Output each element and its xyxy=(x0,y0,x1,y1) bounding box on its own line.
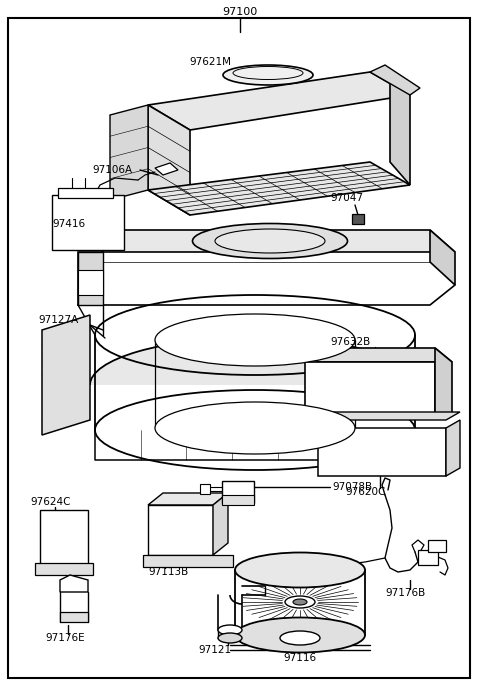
Text: 97106A: 97106A xyxy=(92,165,132,175)
Polygon shape xyxy=(446,420,460,476)
Polygon shape xyxy=(78,252,103,305)
Text: 97121: 97121 xyxy=(198,645,231,655)
Text: 97078B: 97078B xyxy=(332,482,372,492)
Polygon shape xyxy=(148,493,228,505)
Ellipse shape xyxy=(235,553,365,587)
Polygon shape xyxy=(42,315,90,435)
Text: 97176E: 97176E xyxy=(45,633,84,643)
Bar xyxy=(318,428,446,476)
Bar xyxy=(200,484,210,494)
Polygon shape xyxy=(148,162,410,215)
Text: 97127A: 97127A xyxy=(38,315,78,325)
Text: 97621M: 97621M xyxy=(189,57,231,67)
Polygon shape xyxy=(60,612,88,622)
Polygon shape xyxy=(148,72,410,130)
Ellipse shape xyxy=(218,633,242,643)
Ellipse shape xyxy=(90,338,420,432)
Polygon shape xyxy=(148,105,190,215)
Bar xyxy=(305,362,435,414)
Polygon shape xyxy=(143,555,233,567)
Polygon shape xyxy=(78,230,455,252)
Bar xyxy=(50,385,430,485)
Polygon shape xyxy=(155,163,178,175)
Bar xyxy=(148,505,213,555)
Text: 97100: 97100 xyxy=(222,7,258,17)
Bar xyxy=(428,540,446,552)
Polygon shape xyxy=(435,348,452,414)
Ellipse shape xyxy=(155,314,355,366)
Polygon shape xyxy=(318,412,460,420)
Polygon shape xyxy=(213,493,228,555)
Polygon shape xyxy=(390,72,410,185)
Text: 97632B: 97632B xyxy=(330,337,370,347)
Ellipse shape xyxy=(215,229,325,253)
Text: 97113B: 97113B xyxy=(148,567,188,577)
Bar xyxy=(40,510,88,565)
Text: 97116: 97116 xyxy=(283,653,317,663)
Text: 97047: 97047 xyxy=(330,193,363,203)
Bar xyxy=(58,188,113,198)
Text: 97176B: 97176B xyxy=(385,588,425,598)
Polygon shape xyxy=(370,65,420,95)
Ellipse shape xyxy=(192,224,348,259)
Polygon shape xyxy=(305,348,452,362)
Ellipse shape xyxy=(218,625,242,635)
Text: 97624C: 97624C xyxy=(30,497,71,507)
Bar xyxy=(222,481,254,503)
Ellipse shape xyxy=(285,596,315,608)
Text: 97416: 97416 xyxy=(52,219,85,229)
Bar xyxy=(78,270,103,295)
Polygon shape xyxy=(60,575,88,592)
Ellipse shape xyxy=(223,65,313,85)
Polygon shape xyxy=(110,105,148,200)
Bar xyxy=(352,214,364,224)
Polygon shape xyxy=(78,252,103,305)
Ellipse shape xyxy=(293,599,307,605)
Ellipse shape xyxy=(155,402,355,454)
Ellipse shape xyxy=(235,617,365,653)
Bar xyxy=(35,563,93,575)
Bar xyxy=(418,550,438,565)
Bar xyxy=(222,495,254,505)
Ellipse shape xyxy=(280,631,320,645)
Bar xyxy=(52,195,124,250)
Polygon shape xyxy=(430,230,455,285)
Text: 97620C: 97620C xyxy=(345,487,385,497)
